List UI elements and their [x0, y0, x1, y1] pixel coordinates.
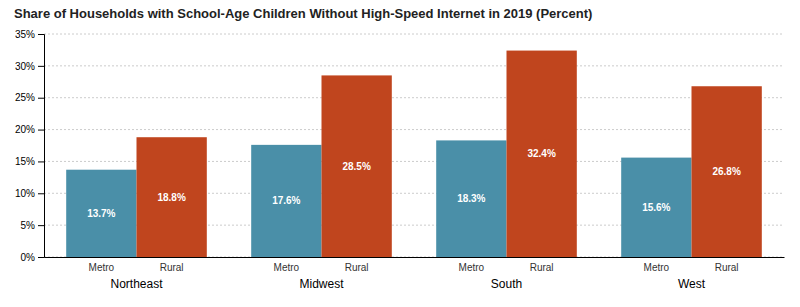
bar: [621, 158, 691, 257]
y-tick-label: 5%: [21, 220, 36, 231]
y-tick-label: 15%: [15, 156, 35, 167]
y-tick: 20%: [15, 124, 44, 135]
x-tick-label: Northeast: [110, 277, 163, 291]
y-tick-label: 0%: [21, 252, 36, 263]
grid-line: [44, 34, 784, 35]
series-label: Metro: [459, 262, 485, 273]
y-tick: 25%: [15, 92, 44, 103]
title: Share of Households with School-Age Chil…: [14, 6, 592, 21]
y-axis-line: [38, 35, 45, 258]
y-tick: 5%: [21, 220, 44, 231]
data-label: 18.3%: [457, 193, 485, 204]
y-tick-mark: [38, 66, 44, 67]
series-label: Metro: [644, 262, 670, 273]
y-tick-label: 35%: [15, 29, 35, 40]
data-label: 17.6%: [272, 195, 300, 206]
x-axis: Northeast Midwest South West: [45, 257, 785, 291]
y-tick-label: 25%: [15, 92, 35, 103]
y-tick-mark: [38, 130, 44, 131]
data-label: 13.7%: [87, 208, 115, 219]
x-tick: South: [491, 257, 522, 291]
bar: [251, 145, 321, 257]
y-tick: 0%: [21, 252, 44, 263]
data-label: 32.4%: [527, 148, 555, 159]
grid-line: [44, 65, 784, 66]
data-label: 26.8%: [712, 166, 740, 177]
y-tick-label: 10%: [15, 188, 35, 199]
series-label: Metro: [89, 262, 115, 273]
y-tick-mark: [38, 34, 44, 35]
chart: Share of Households with School-Age Chil…: [0, 0, 800, 307]
y-tick: 30%: [15, 61, 44, 72]
bars: [66, 51, 762, 257]
series-label: Rural: [530, 262, 554, 273]
bar: [692, 86, 762, 257]
y-tick-mark: [38, 98, 44, 99]
data-label: 15.6%: [642, 202, 670, 213]
y-tick-label: 20%: [15, 124, 35, 135]
series-label: Rural: [715, 262, 739, 273]
x-tick: West: [678, 257, 706, 291]
y-tick-mark: [38, 257, 44, 258]
y-tick: 10%: [15, 188, 44, 199]
x-tick-label: Midwest: [299, 277, 344, 291]
x-tick: Northeast: [110, 257, 163, 291]
bar: [436, 140, 506, 257]
data-labels: 13.7% 17.6% 18.3% 15.6% 18.8% 28.5% 32.4% 26.8%: [87, 148, 741, 219]
y-tick-mark: [38, 161, 44, 162]
series-labels: Metro Metro Metro Metro Rural Rural Rural Rural: [89, 262, 739, 273]
grid-line: [44, 129, 784, 130]
bar: [66, 170, 136, 257]
y-tick-label: 30%: [15, 61, 35, 72]
plot: 0% 5% 10% 15% 20% 25% 30% 35% Northeast Midwest So…: [15, 29, 785, 291]
y-tick-mark: [38, 225, 44, 226]
series-label: Rural: [345, 262, 369, 273]
y-axis: 0% 5% 10% 15% 20% 25% 30% 35%: [15, 29, 45, 263]
grid-line: [44, 97, 784, 98]
series-label: Rural: [160, 262, 184, 273]
data-label: 28.5%: [342, 161, 370, 172]
x-tick-label: West: [678, 277, 706, 291]
bar: [507, 51, 577, 257]
x-tick: Midwest: [299, 257, 344, 291]
bar: [137, 137, 207, 257]
y-tick-mark: [38, 193, 44, 194]
y-tick: 15%: [15, 156, 44, 167]
grid: [44, 34, 784, 257]
bar: [322, 75, 392, 257]
x-tick-label: South: [491, 277, 522, 291]
data-label: 18.8%: [157, 192, 185, 203]
series-label: Metro: [274, 262, 300, 273]
x-axis-line: [45, 257, 785, 258]
y-tick: 35%: [15, 29, 44, 40]
